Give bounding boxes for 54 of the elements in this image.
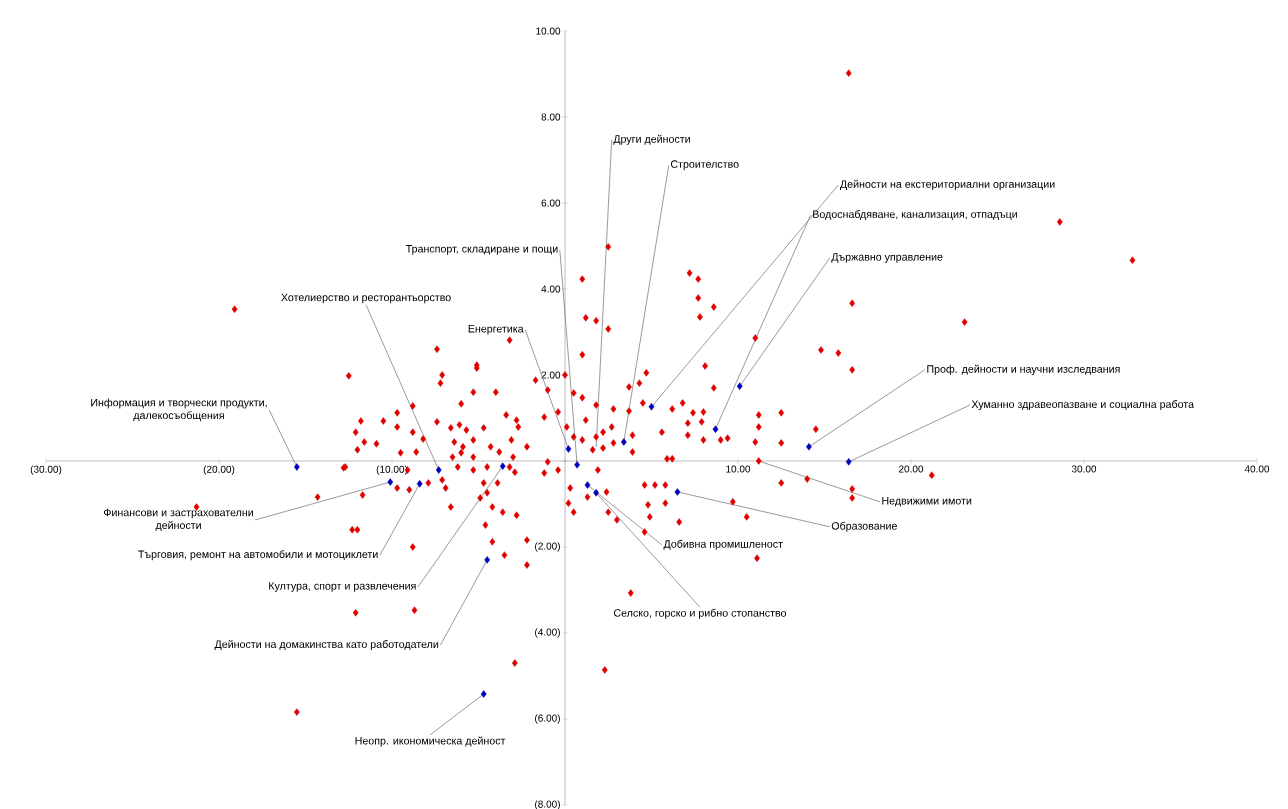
point [620,438,627,446]
point [416,480,423,488]
point [293,463,300,471]
point [499,462,506,470]
y-tick-label: 2.00 [541,371,561,379]
y-tick-label: 6.00 [541,199,561,207]
y-tick-label: 10.00 [536,27,561,35]
point [845,458,852,466]
point [484,556,491,564]
annotation: Култура, спорт и развлечения [269,582,416,592]
point [584,481,591,489]
y-tick-label: (8.00) [535,800,560,809]
annotation: Енергетика [468,325,524,335]
x-tick-label: (20.00) [203,465,235,475]
x-tick-label: 40.00 [1244,465,1270,473]
y-tick-label: 8.00 [541,113,561,121]
x-tick-label: 30.00 [1071,465,1097,473]
x-tick-label: (10.00) [376,465,408,475]
annotation: Неопр. икономическа дейност [355,736,506,747]
annotation: Държавно управление [831,253,943,263]
annotation: Информация и творчески продукти, далекосъобщения [91,398,267,422]
point [674,488,681,496]
annotation: Недвижими имоти [882,497,972,507]
annotation: Водоснабдяване, канализация, отпадъци [813,210,1017,221]
point [806,443,812,451]
y-tick-label: (4.00) [535,628,560,638]
point [712,425,719,433]
x-tick-label: 10.00 [726,465,751,473]
annotation: Хуманно здравеопазване и социална работа [971,400,1195,411]
x-tick-label: (30.00) [30,465,62,475]
y-tick-label: 4.00 [541,285,561,293]
point [574,461,580,469]
annotation: Търговия, ремонт на автомобили и мотоциклети [138,550,378,561]
annotation: Други дейности [613,134,690,145]
x-tick-label: 20.00 [898,465,924,473]
annotation: Дейности на екстериториални организации [840,179,1055,190]
annotation: Селско, горско и рибно стопанство [613,608,787,619]
annotation: Строителство [670,160,739,170]
point [565,445,572,453]
annotation: Проф. дейности и научни изследвания [927,364,1120,375]
point [435,466,442,474]
annotation: Транспорт, складиране и пощи [405,245,558,255]
annotation: Хотелиерство и ресторантьорство [281,293,451,304]
annotation: Дейности на домакинства като работодатели [214,639,439,651]
y-tick-label: (2.00) [535,542,560,552]
annotation: Финансови и застрахователни дейности [103,508,253,532]
point [387,478,394,486]
point [648,403,655,411]
y-tick-label: (6.00) [535,714,560,724]
point [736,382,743,390]
point [480,690,487,698]
annotation: Добивна промишленост [663,539,783,550]
annotation: Образование [831,521,897,532]
point [593,489,600,497]
